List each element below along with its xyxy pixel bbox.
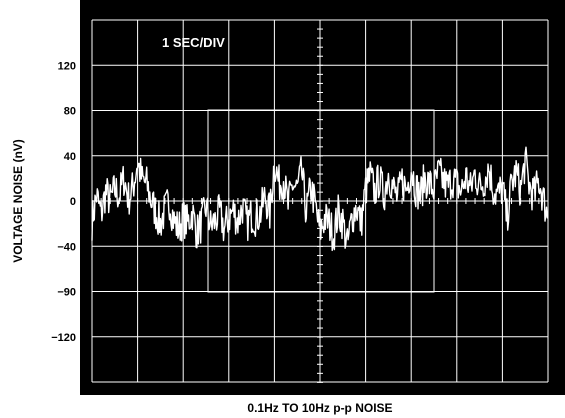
y-tick-label: 80 xyxy=(64,106,76,118)
y-tick-label: −90 xyxy=(57,287,76,299)
y-tick-label: 40 xyxy=(64,151,76,163)
y-tick-label: −120 xyxy=(51,332,76,344)
noise-trace xyxy=(91,146,549,252)
y-tick-labels: 120 80 40 0 −40 −90 −120 xyxy=(51,60,76,344)
y-axis-label: VOLTAGE NOISE (nV) xyxy=(11,139,25,263)
y-tick-label: −40 xyxy=(57,241,76,253)
y-tick-label: 120 xyxy=(58,60,76,72)
x-axis-label: 0.1Hz TO 10Hz p-p NOISE xyxy=(247,401,392,415)
time-div-annotation: 1 SEC/DIV xyxy=(162,35,225,50)
y-tick-label: 0 xyxy=(70,196,76,208)
scope-screen xyxy=(80,0,565,395)
